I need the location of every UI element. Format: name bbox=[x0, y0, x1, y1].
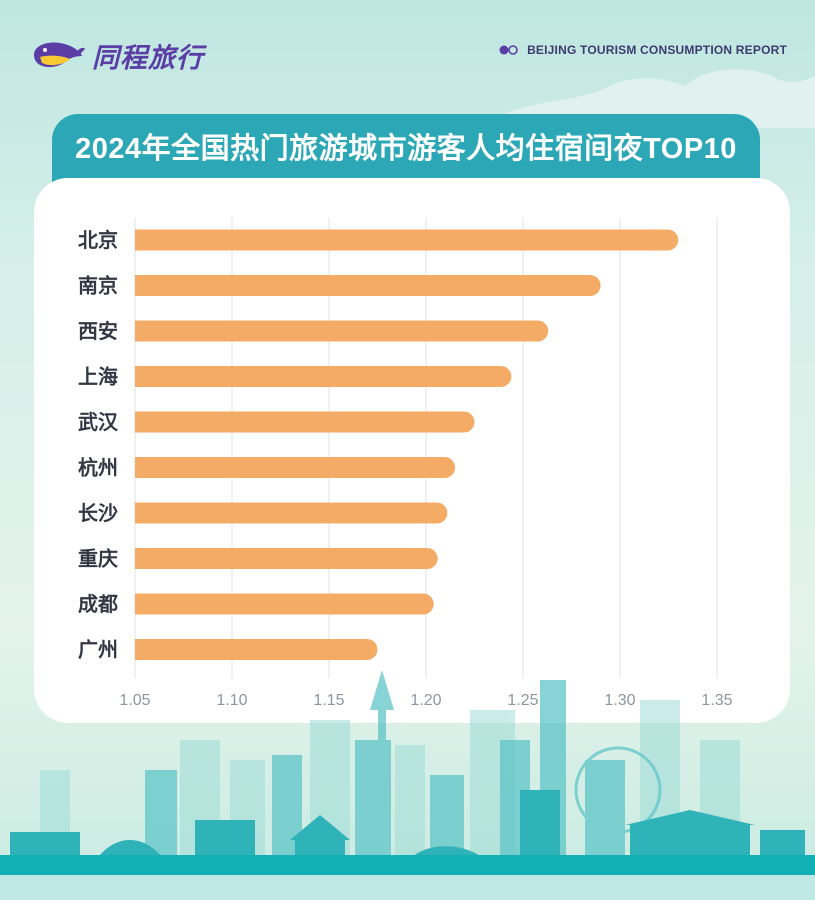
bar bbox=[135, 548, 438, 569]
report-label: BEIJING TOURISM CONSUMPTION REPORT bbox=[527, 43, 787, 57]
bar bbox=[135, 229, 679, 251]
x-tick-label: 1.35 bbox=[701, 692, 732, 709]
bar bbox=[135, 320, 549, 342]
category-label: 武汉 bbox=[78, 410, 119, 434]
category-label: 重庆 bbox=[78, 547, 118, 571]
city-skyline-decoration bbox=[0, 670, 815, 900]
x-tick-label: 1.05 bbox=[119, 692, 150, 709]
bar-base bbox=[135, 411, 156, 433]
bar-base bbox=[135, 229, 156, 251]
title-bar: 2024年全国热门旅游城市游客人均住宿间夜TOP10 bbox=[52, 114, 760, 186]
cloud-decoration bbox=[495, 69, 815, 128]
bar bbox=[135, 366, 512, 387]
bar bbox=[135, 502, 448, 524]
category-label: 长沙 bbox=[78, 501, 118, 525]
chart-title: 2024年全国热门旅游城市游客人均住宿间夜TOP10 bbox=[75, 133, 737, 165]
bar-base bbox=[135, 548, 156, 569]
category-label: 南京 bbox=[78, 274, 118, 298]
x-tick-label: 1.25 bbox=[507, 692, 538, 709]
bar-chart: 1.05 1.10 1.15 1.20 1.25 1.30 1.35 北京南京西安上海武汉杭州… bbox=[78, 218, 733, 709]
x-tick-label: 1.10 bbox=[216, 692, 247, 709]
dots-icon bbox=[499, 45, 518, 55]
category-label: 上海 bbox=[78, 365, 118, 389]
whale-logo-icon bbox=[34, 42, 85, 67]
x-tick-label: 1.15 bbox=[313, 692, 344, 709]
category-label: 西安 bbox=[78, 319, 118, 343]
bar bbox=[135, 457, 456, 478]
brand-name: 同程旅行 bbox=[92, 43, 204, 73]
category-label: 杭州 bbox=[78, 456, 118, 480]
bar-base bbox=[135, 366, 156, 387]
bar-base bbox=[135, 320, 156, 342]
brand-logo[interactable]: 同程旅行 bbox=[30, 36, 204, 75]
bar bbox=[135, 593, 434, 615]
x-tick-label: 1.30 bbox=[604, 692, 635, 709]
category-label: 北京 bbox=[78, 228, 118, 252]
chart-card: 1.05 1.10 1.15 1.20 1.25 1.30 1.35 北京南京西安上海武汉杭州… bbox=[34, 178, 790, 723]
category-label: 广州 bbox=[78, 638, 118, 662]
header: 同程旅行 BEIJING TOURISM CONSUMPTION REPORT bbox=[0, 0, 815, 128]
report-tag: BEIJING TOURISM CONSUMPTION REPORT bbox=[499, 43, 787, 57]
x-tick-label: 1.20 bbox=[410, 692, 441, 709]
bar bbox=[135, 411, 475, 433]
bar-base bbox=[135, 639, 156, 660]
bar-base bbox=[135, 502, 156, 524]
bar bbox=[135, 639, 378, 660]
bar bbox=[135, 275, 601, 296]
bar-base bbox=[135, 275, 156, 296]
bar-base bbox=[135, 593, 156, 615]
bar-base bbox=[135, 457, 156, 478]
category-label: 成都 bbox=[78, 592, 118, 616]
